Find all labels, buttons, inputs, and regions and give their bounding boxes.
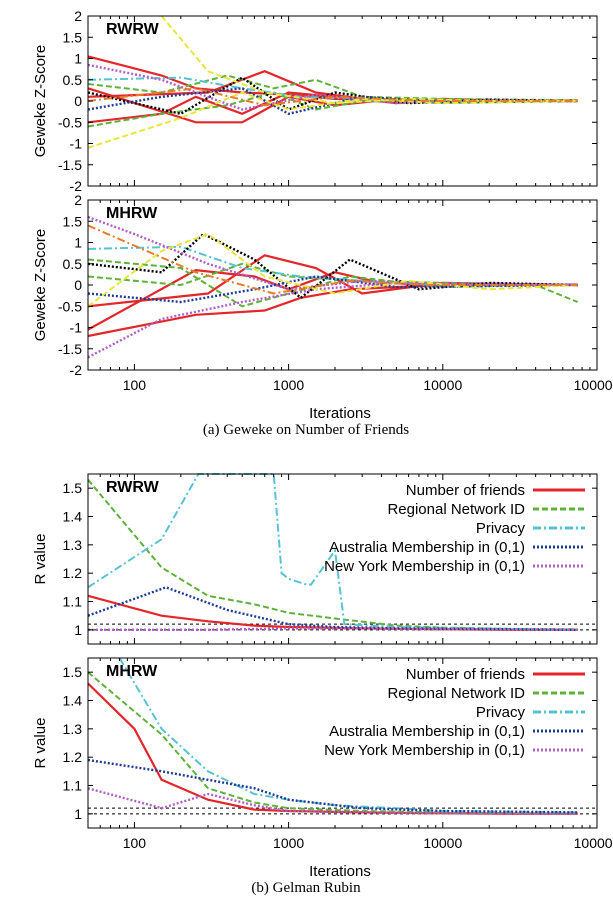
- y-axis-label: R value: [32, 534, 49, 585]
- chart-panel: -2 -1.5 -1 -0.5 0 0.5 1 1.5 2 RWRW Geweke Z-Score: [32, 8, 598, 194]
- y-tick-label: 0.5: [63, 256, 83, 272]
- plot-frame: [87, 657, 598, 829]
- y-tick-label: -2: [70, 362, 83, 378]
- x-axis-label-a: Iterations: [309, 405, 371, 422]
- series-line-7: [87, 275, 578, 304]
- series-line-9: [87, 281, 578, 359]
- series-line-4: [87, 74, 578, 102]
- y-tick-label: -1.5: [58, 341, 82, 357]
- series-line-1: [87, 671, 578, 815]
- y-tick-label: 1.3: [63, 537, 83, 553]
- y-tick-label: 1.4: [63, 693, 83, 709]
- series-line-11: [160, 15, 578, 105]
- series-line-4: [88, 627, 578, 631]
- caption-b: (b) Gelman Rubin: [251, 880, 361, 896]
- legend: Number of friends Regional Network ID Priv…: [324, 482, 585, 575]
- series-line-11: [87, 224, 578, 295]
- y-tick-label: 1.1: [63, 778, 83, 794]
- y-axis-label: R value: [32, 718, 49, 769]
- x-tick-label: 100000: [574, 377, 613, 393]
- y-tick-label: 0: [74, 93, 82, 109]
- panel-label: RWRW: [106, 21, 160, 38]
- legend-label: Australia Membership in (0,1): [329, 723, 525, 740]
- y-tick-label: 1.5: [63, 29, 83, 45]
- y-tick-label: 1: [74, 622, 82, 638]
- chart-panel: 1 1.1 1.2 1.3 1.4 1.5 RWRW R value Number of fri…: [32, 473, 598, 645]
- series-line-2: [87, 254, 578, 308]
- series-line-3: [87, 758, 578, 814]
- x-tick-label: 1000: [273, 835, 304, 851]
- series-line-3: [87, 586, 578, 631]
- chart-panel: 1 1.1 1.2 1.3 1.4 1.5 100 1000 10000 100000 MHRW R …: [32, 657, 613, 851]
- legend-label: Privacy: [476, 704, 526, 721]
- panel-label: RWRW: [106, 479, 160, 496]
- series-line-10: [87, 232, 578, 308]
- y-tick-label: 2: [74, 192, 82, 208]
- legend-label: Number of friends: [406, 482, 525, 499]
- y-axis-label: Geweke Z-Score: [32, 45, 49, 158]
- y-tick-label: 0.5: [63, 72, 83, 88]
- y-tick-label: 1.1: [63, 594, 83, 610]
- legend-label: Privacy: [476, 520, 526, 537]
- y-tick-label: 1.3: [63, 721, 83, 737]
- y-axis-label: Geweke Z-Score: [32, 229, 49, 342]
- y-tick-label: 1.5: [63, 480, 83, 496]
- legend-label: Number of friends: [406, 666, 525, 683]
- series-line-4: [87, 787, 578, 815]
- series-line-1: [87, 479, 578, 631]
- x-tick-label: 10000: [423, 377, 462, 393]
- legend-label: New York Membership in (0,1): [324, 558, 525, 575]
- y-tick-label: 1.2: [63, 749, 83, 765]
- series-line-12: [87, 87, 578, 107]
- y-tick-label: -0.5: [58, 298, 82, 314]
- y-tick-label: 1.4: [63, 509, 83, 525]
- caption-a: (a) Geweke on Number of Friends: [203, 422, 409, 438]
- legend-label: Regional Network ID: [387, 685, 525, 702]
- y-tick-label: 1.5: [63, 213, 83, 229]
- x-tick-label: 1000: [273, 377, 304, 393]
- y-tick-label: -1: [70, 320, 83, 336]
- y-tick-label: -1: [70, 136, 83, 152]
- legend: Number of friends Regional Network ID Priv…: [324, 666, 585, 759]
- x-axis-label-b: Iterations: [309, 863, 371, 880]
- y-tick-label: 0: [74, 277, 82, 293]
- legend-label: Australia Membership in (0,1): [329, 539, 525, 556]
- x-tick-label: 10000: [423, 835, 462, 851]
- x-tick-label: 100: [123, 377, 147, 393]
- series-line-0: [87, 594, 578, 631]
- y-tick-label: 1.2: [63, 565, 83, 581]
- x-tick-label: 100000: [574, 835, 613, 851]
- y-tick-label: -0.5: [58, 114, 82, 130]
- panel-label: MHRW: [106, 663, 158, 680]
- y-tick-label: -1.5: [58, 157, 82, 173]
- y-tick-label: -2: [70, 178, 83, 194]
- plot-frame: [87, 473, 598, 645]
- series-line-4: [87, 262, 578, 287]
- chart-panel: -2 -1.5 -1 -0.5 0 0.5 1 1.5 2 100 1000 10000 100000 M…: [32, 192, 613, 393]
- y-tick-label: 2: [74, 8, 82, 24]
- y-tick-label: 1: [74, 235, 82, 251]
- y-tick-label: 1: [74, 806, 82, 822]
- y-tick-label: 1: [74, 51, 82, 67]
- y-tick-label: 1.5: [63, 664, 83, 680]
- legend-label: Regional Network ID: [387, 501, 525, 518]
- legend-label: New York Membership in (0,1): [324, 742, 525, 759]
- x-tick-label: 100: [123, 835, 147, 851]
- panel-label: MHRW: [106, 205, 158, 222]
